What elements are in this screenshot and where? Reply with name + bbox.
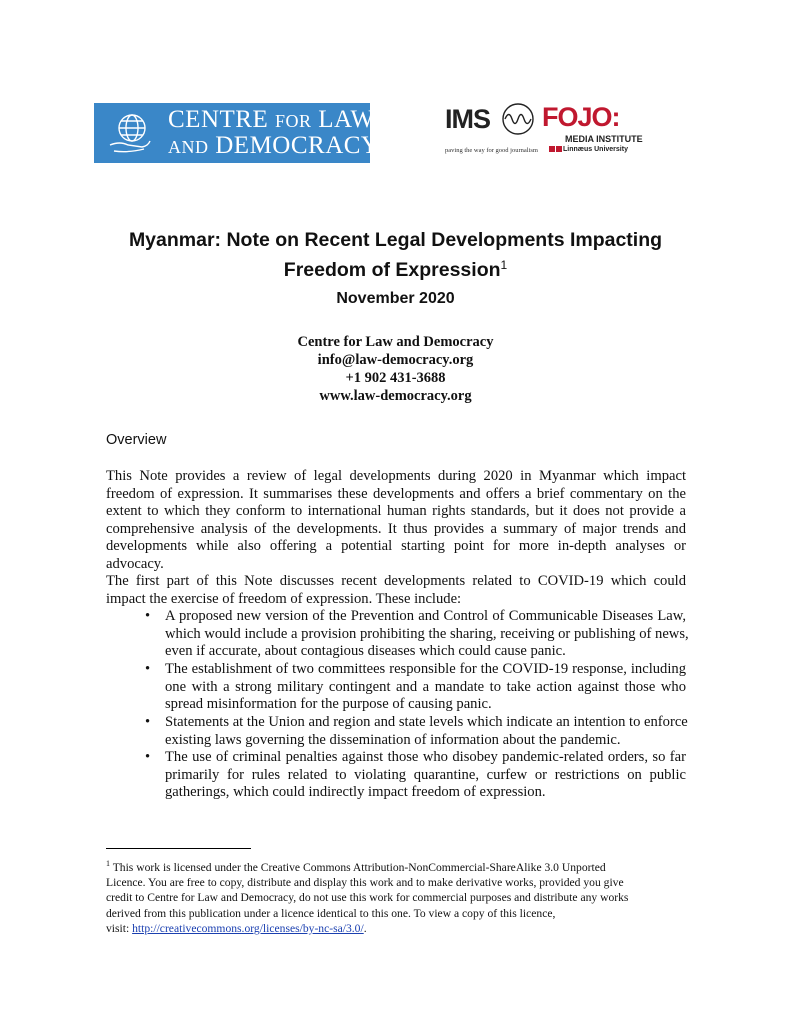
footnote-divider bbox=[106, 848, 251, 849]
bullet-item-3: • Statements at the Union and region and… bbox=[145, 714, 688, 749]
footnote-line: derived from this publication under a li… bbox=[106, 906, 556, 920]
organization-name: Centre for Law and Democracy bbox=[297, 334, 494, 350]
ims-tagline: paving the way for good journalism bbox=[445, 147, 538, 154]
text-line: which would include a provision prohibit… bbox=[165, 625, 689, 642]
text-line: This Note provides a review of legal dev… bbox=[106, 468, 686, 484]
title-line-1: Myanmar: Note on Recent Legal Developmen… bbox=[128, 229, 663, 251]
text-line: A proposed new version of the Prevention… bbox=[165, 608, 686, 624]
footnote: 1 This work is licensed under the Creati… bbox=[106, 856, 686, 936]
ims-fojo-logo: IMS FOJO: MEDIA INSTITUTE paving the way… bbox=[445, 100, 695, 162]
logo-line-2: AND DEMOCRACY bbox=[168, 132, 380, 159]
contact-website: www.law-democracy.org bbox=[319, 388, 472, 404]
wave-circle-icon bbox=[502, 103, 534, 135]
contact-phone: +1 902 431-3688 bbox=[345, 370, 446, 386]
media-institute-label: MEDIA INSTITUTE bbox=[565, 134, 643, 144]
text-line: one with a strong military contingent an… bbox=[165, 678, 686, 695]
globe-in-hand-icon bbox=[109, 114, 151, 153]
text-line: even if accurate, about contagious disea… bbox=[165, 643, 566, 659]
bullet-item-2: • The establishment of two committees re… bbox=[145, 661, 686, 714]
text-line: extent to which they conform to internat… bbox=[106, 503, 686, 519]
bullet-icon: • bbox=[145, 608, 151, 624]
text-line: Statements at the Union and region and s… bbox=[165, 714, 688, 730]
footnote-line: This work is licensed under the Creative… bbox=[112, 860, 606, 874]
bullet-icon: • bbox=[145, 749, 151, 765]
paragraph-2: The first part of this Note discusses re… bbox=[106, 573, 686, 608]
document-title: Myanmar: Note on Recent Legal Developmen… bbox=[0, 228, 791, 283]
footnote-visit-label: visit: bbox=[106, 922, 133, 936]
paragraph-1: This Note provides a review of legal dev… bbox=[106, 468, 686, 573]
text-line: comprehensive analysis of the developmen… bbox=[106, 520, 686, 537]
text-line: advocacy. bbox=[106, 555, 164, 572]
footnote-line: Licence. You are free to copy, distribut… bbox=[106, 876, 624, 890]
text-line: primarily for rules related to violating… bbox=[165, 766, 686, 783]
footnote-number: 1 bbox=[106, 859, 110, 868]
contact-email: info@law-democracy.org bbox=[317, 352, 474, 368]
centre-for-law-and-democracy-logo: CENTRE FOR LAW AND DEMOCRACY bbox=[94, 103, 379, 163]
license-link[interactable]: http://creativecommons.org/licenses/by-n… bbox=[132, 922, 364, 936]
footnote-line: credit to Centre for Law and Democracy, … bbox=[106, 891, 629, 905]
logo-line-1: CENTRE FOR LAW bbox=[168, 106, 375, 133]
text-line: impact the exercise of freedom of expres… bbox=[106, 590, 462, 607]
text-line: freedom of expression. It summarises the… bbox=[106, 485, 686, 502]
text-line: The first part of this Note discusses re… bbox=[106, 573, 686, 589]
document-date: November 2020 bbox=[336, 290, 455, 307]
text-line: The use of criminal penalties against th… bbox=[165, 749, 686, 765]
text-line: spread misinformation for the purpose of… bbox=[165, 696, 492, 712]
bullet-icon: • bbox=[145, 661, 151, 677]
footnote-period: . bbox=[363, 922, 367, 936]
text-line: The establishment of two committees resp… bbox=[165, 661, 686, 677]
contact-block: Centre for Law and Democracy info@law-de… bbox=[0, 333, 791, 405]
text-line: existing laws governing the disseminatio… bbox=[165, 731, 621, 748]
bullet-item-4: • The use of criminal penalties against … bbox=[145, 749, 686, 802]
bullet-icon: • bbox=[145, 714, 151, 730]
section-heading-overview: Overview bbox=[106, 432, 167, 448]
title-line-2: Freedom of Expression1 bbox=[283, 258, 508, 281]
bullet-item-1: • A proposed new version of the Preventi… bbox=[145, 608, 689, 661]
text-line: gatherings, which could indirectly impac… bbox=[165, 784, 546, 800]
linnaeus-label: Linnæus University bbox=[549, 146, 628, 153]
footnote-ref[interactable]: 1 bbox=[500, 258, 508, 272]
text-line: developments while also offering a poten… bbox=[106, 538, 686, 554]
ims-wordmark: IMS bbox=[445, 104, 491, 134]
fojo-wordmark: FOJO: bbox=[542, 102, 621, 132]
